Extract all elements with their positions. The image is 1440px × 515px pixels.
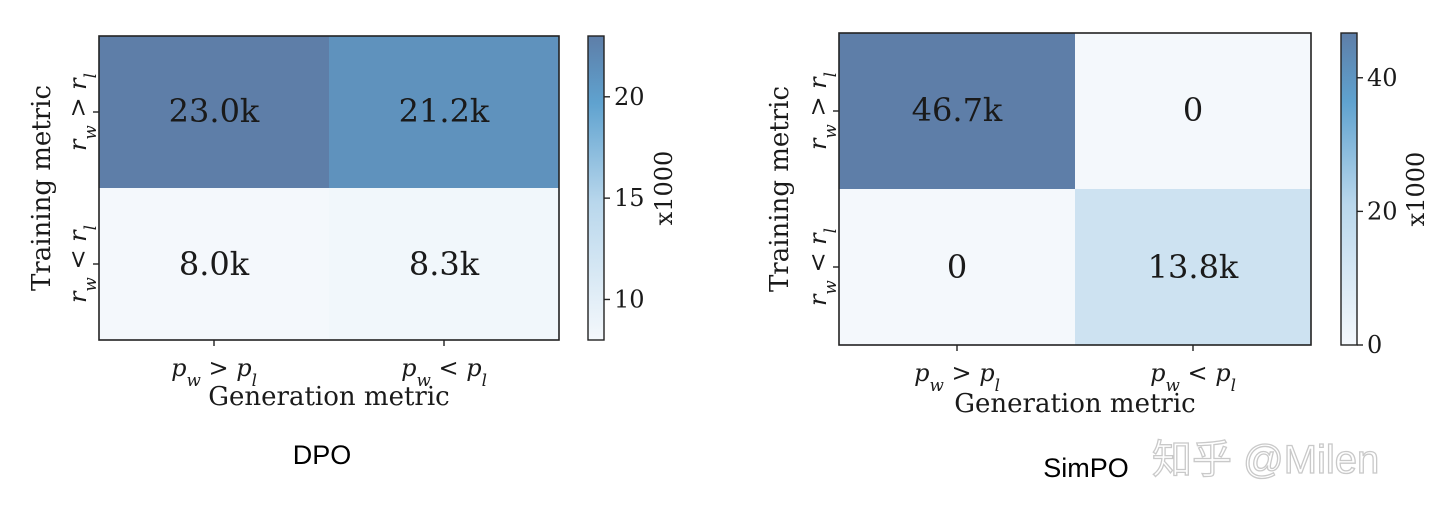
dpo-xlabel: Generation metric — [208, 382, 449, 412]
simpo-cell-label-0-0: 46.7k — [912, 91, 1003, 129]
simpo-xtick-label-1: pw < pl — [1150, 359, 1236, 395]
simpo-colorbar-label: x1000 — [1402, 152, 1430, 227]
dpo-cell-0-0 — [99, 36, 329, 188]
dpo-plot-frame — [98, 35, 560, 341]
dpo-colorbar-tick-label: 20 — [614, 83, 645, 111]
dpo-cell-1-0 — [99, 188, 329, 340]
simpo-colorbar-tick-label: 20 — [1367, 197, 1398, 225]
simpo-cell-0-0 — [839, 33, 1075, 189]
dpo-cell-label-1-1: 8.3k — [409, 245, 480, 283]
simpo-xtick-label-0: pw > pl — [914, 359, 1000, 395]
watermark: 知乎 @Milen — [1152, 438, 1379, 482]
simpo-cell-0-1 — [1075, 33, 1311, 189]
dpo-colorbar — [587, 35, 605, 341]
dpo-cell-1-1 — [329, 188, 559, 340]
dpo-colorbar-label: x1000 — [650, 151, 678, 226]
simpo-cell-label-0-1: 0 — [1183, 91, 1203, 129]
dpo-ylabel: Training metric — [27, 85, 57, 291]
simpo-ytick-label-1: rw < rl — [804, 228, 840, 306]
dpo-colorbar-tick-label: 15 — [614, 184, 645, 212]
simpo-cell-1-1 — [1075, 189, 1311, 345]
simpo-colorbar-tick-label: 0 — [1367, 331, 1382, 359]
simpo-title: SimPO — [1043, 453, 1129, 483]
dpo-colorbar-tick-label: 10 — [614, 285, 645, 313]
dpo-cell-label-1-0: 8.0k — [179, 245, 250, 283]
simpo-cell-label-1-1: 13.8k — [1148, 248, 1239, 286]
dpo-cell-label-0-1: 21.2k — [399, 92, 490, 130]
dpo-xtick-label-0: pw > pl — [171, 354, 257, 390]
dpo-cell-0-1 — [329, 36, 559, 188]
dpo-cell-label-0-0: 23.0k — [169, 92, 260, 130]
dpo-colorbar-ticks: 10 15 20 — [604, 83, 645, 313]
simpo-heatmap: 46.7k 0 0 13.8k pw > pl pw < pl Generati… — [765, 32, 1430, 483]
dpo-xtick-label-1: pw < pl — [401, 354, 487, 390]
simpo-colorbar-ticks: 0 20 40 — [1357, 64, 1398, 359]
dpo-ytick-label-1: rw < rl — [64, 225, 100, 303]
simpo-colorbar-tick-label: 40 — [1367, 64, 1398, 92]
simpo-cell-1-0 — [839, 189, 1075, 345]
simpo-ytick-label-0: rw > rl — [804, 72, 840, 150]
simpo-xlabel: Generation metric — [954, 389, 1195, 419]
simpo-plot-frame — [838, 32, 1312, 346]
dpo-title: DPO — [293, 440, 352, 470]
dpo-ytick-label-0: rw > rl — [64, 73, 100, 151]
simpo-colorbar — [1340, 32, 1358, 346]
dpo-heatmap: 23.0k 21.2k 8.0k 8.3k pw > pl pw < pl Ge… — [27, 35, 678, 470]
simpo-ylabel: Training metric — [765, 86, 795, 292]
simpo-cell-label-1-0: 0 — [947, 248, 967, 286]
